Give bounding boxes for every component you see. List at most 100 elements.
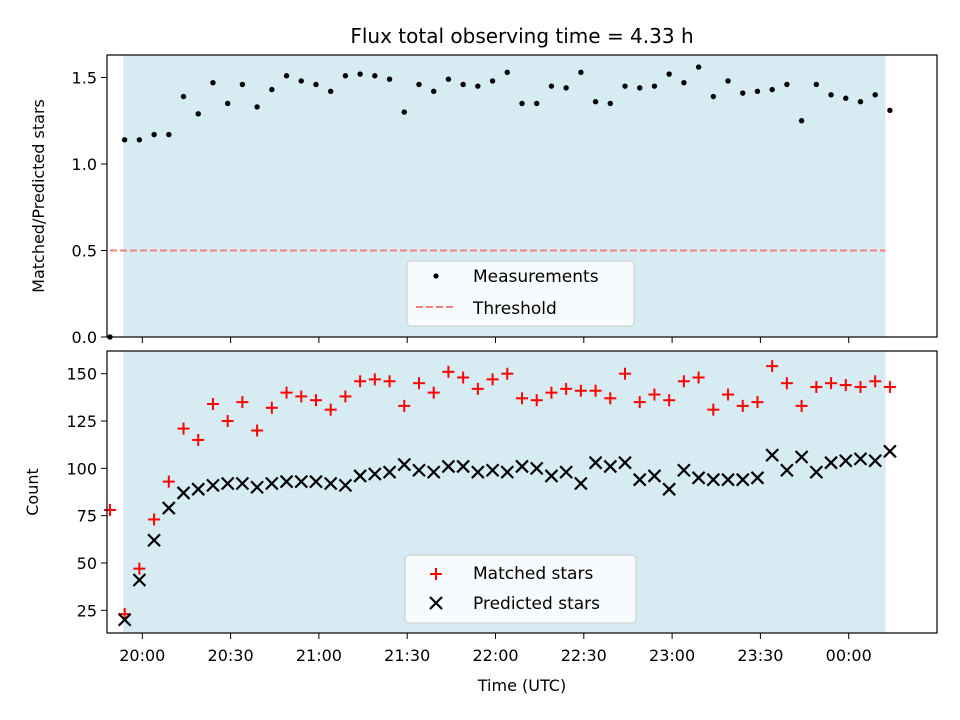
bottom-ytick-label: 100	[66, 459, 97, 478]
measurement-point	[460, 81, 466, 88]
legend-label-measurements: Measurements	[473, 267, 599, 287]
predicted-star-point	[603, 459, 618, 474]
legend-marker-matched	[430, 568, 442, 580]
predicted-star-point	[294, 474, 309, 489]
measurement-point	[210, 79, 216, 86]
measurement-point	[224, 100, 231, 107]
bottom-xtick-label: 20:00	[119, 646, 165, 665]
matched-star-point	[265, 401, 278, 414]
predicted-star-point	[618, 455, 632, 470]
predicted-stars-points	[117, 444, 897, 627]
measurement-point	[475, 83, 481, 89]
matched-star-point	[118, 608, 131, 621]
top-legend: Measurements Threshold	[406, 260, 635, 327]
matched-star-point	[677, 375, 690, 388]
matched-star-point	[324, 403, 337, 416]
predicted-star-point	[883, 444, 897, 459]
matched-star-point	[221, 415, 234, 428]
predicted-star-point	[397, 457, 412, 472]
legend-marker-measurements	[433, 273, 439, 279]
predicted-star-point	[706, 472, 721, 487]
bottom-xtick-label: 23:00	[649, 646, 695, 665]
bottom-xtick-label: 00:00	[826, 646, 872, 665]
predicted-star-point	[677, 463, 691, 478]
bottom-xtick-label: 22:00	[472, 646, 518, 665]
bottom-xtick-label: 21:00	[296, 646, 342, 665]
measurement-point	[298, 78, 304, 84]
predicted-star-point	[750, 471, 765, 485]
measurement-point	[534, 100, 540, 107]
measurement-point	[725, 78, 731, 84]
matched-star-point	[869, 375, 882, 388]
matched-star-point	[457, 371, 470, 384]
legend-label-predicted: Predicted stars	[473, 594, 600, 614]
measurement-point	[754, 88, 761, 95]
measurement-point	[313, 81, 319, 88]
matched-star-point	[619, 367, 632, 380]
bottom-ytick-label: 75	[77, 507, 97, 526]
matched-star-point	[648, 388, 661, 401]
top-plot-frame	[106, 54, 938, 338]
measurement-point	[681, 79, 687, 86]
top-ytick-label: 0.5	[72, 241, 97, 260]
measurement-point	[269, 86, 275, 93]
measurement-point	[195, 111, 201, 117]
matched-star-point	[530, 394, 543, 407]
bottom-xtick-label: 20:30	[208, 646, 254, 665]
matched-star-point	[295, 390, 308, 403]
measurement-point	[872, 92, 878, 98]
measurement-point	[431, 88, 437, 95]
predicted-star-point	[279, 474, 294, 489]
predicted-star-point	[529, 461, 544, 476]
measurement-point	[166, 131, 172, 138]
bottom-xlabel: Time (UTC)	[477, 676, 566, 695]
matched-star-point	[133, 562, 146, 575]
predicted-star-point	[132, 573, 147, 587]
top-ylabel: Matched/Predicted stars	[29, 99, 48, 293]
predicted-star-point	[544, 469, 559, 483]
predicted-star-point	[824, 455, 838, 470]
matched-star-point	[368, 373, 381, 386]
predicted-star-point	[206, 478, 220, 493]
matched-star-point	[280, 386, 293, 399]
measurement-point	[283, 73, 290, 79]
matched-star-point	[103, 503, 116, 516]
measurement-point	[710, 93, 717, 100]
predicted-star-point	[780, 463, 794, 478]
matched-star-point	[516, 392, 528, 405]
measurement-point	[887, 107, 893, 114]
predicted-star-point	[382, 465, 397, 479]
legend-label-matched: Matched stars	[473, 564, 593, 584]
matched-star-point	[251, 424, 264, 437]
matched-star-point	[383, 375, 396, 388]
bottom-panel: 25 50 75 100 125 150 20:00 20:30 21:00 21:30 22:0…	[23, 350, 938, 695]
measurement-point	[342, 73, 349, 79]
matched-star-point	[663, 394, 676, 407]
predicted-star-point	[515, 459, 529, 474]
predicted-star-point	[176, 486, 191, 500]
predicted-star-point	[868, 453, 882, 468]
bottom-ytick-label: 125	[66, 412, 97, 431]
matched-star-point	[471, 382, 484, 395]
predicted-star-point	[574, 476, 588, 491]
predicted-star-point	[147, 533, 161, 548]
matched-star-point	[707, 403, 720, 416]
matched-star-point	[412, 377, 425, 390]
matched-stars-points	[103, 360, 896, 621]
predicted-star-point	[485, 463, 500, 478]
measurement-point	[519, 100, 525, 107]
measurement-point	[136, 137, 143, 143]
matched-star-point	[501, 367, 514, 380]
predicted-star-point	[588, 455, 603, 470]
predicted-star-point	[309, 474, 323, 489]
predicted-star-point	[471, 465, 485, 479]
predicted-star-point	[691, 471, 706, 485]
measurement-point	[489, 78, 496, 84]
predicted-star-point	[721, 472, 735, 487]
matched-star-point	[354, 375, 367, 388]
matched-star-point	[574, 384, 587, 397]
measurement-point	[622, 83, 628, 89]
predicted-star-point	[323, 476, 338, 491]
predicted-star-point	[117, 612, 132, 627]
matched-star-point	[398, 399, 411, 412]
